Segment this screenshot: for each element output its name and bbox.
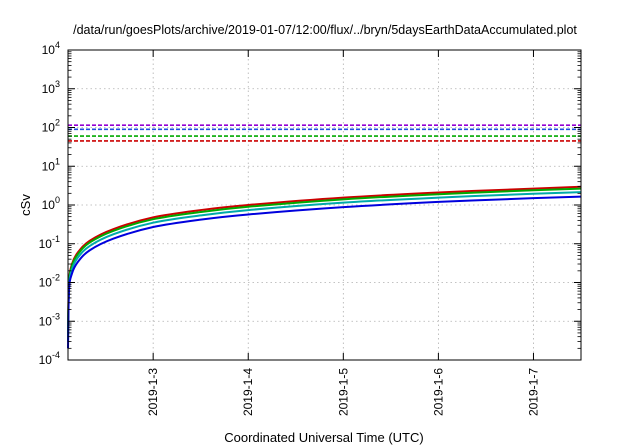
y-tick-label: 102 (42, 118, 60, 135)
y-tick-label: 100 (42, 195, 60, 212)
y-tick-label: 103 (42, 79, 60, 96)
x-tick-label: 2019-1-5 (336, 368, 350, 416)
y-tick-label: 10-3 (39, 311, 60, 328)
y-tick-label: 10-4 (39, 350, 60, 367)
ticks: 10-4 10-3 10-2 10-1 100 101 102 103 104 2019-1-3 2… (39, 40, 581, 416)
accumulated-series-line-5 (67, 187, 582, 337)
x-axis-label: Coordinated Universal Time (UTC) (224, 430, 423, 445)
grid (68, 50, 581, 360)
y-tick-label: 10-1 (39, 234, 60, 251)
accumulated-series-line-6 (67, 191, 582, 342)
series-layer (67, 124, 582, 349)
x-tick-label: 2019-1-7 (526, 368, 540, 416)
x-tick-label: 2019-1-3 (146, 368, 160, 416)
y-axis-label: cSv (18, 194, 33, 216)
chart-title: /data/run/goesPlots/archive/2019-01-07/1… (73, 23, 577, 37)
x-tick-label: 2019-1-6 (431, 368, 445, 416)
y-tick-label: 10-2 (39, 273, 60, 290)
x-tick-label: 2019-1-4 (241, 368, 255, 416)
y-tick-label: 104 (42, 40, 60, 57)
accumulated-series-line-7 (67, 195, 582, 349)
y-tick-label: 101 (42, 156, 60, 173)
plot-frame (67, 49, 582, 361)
